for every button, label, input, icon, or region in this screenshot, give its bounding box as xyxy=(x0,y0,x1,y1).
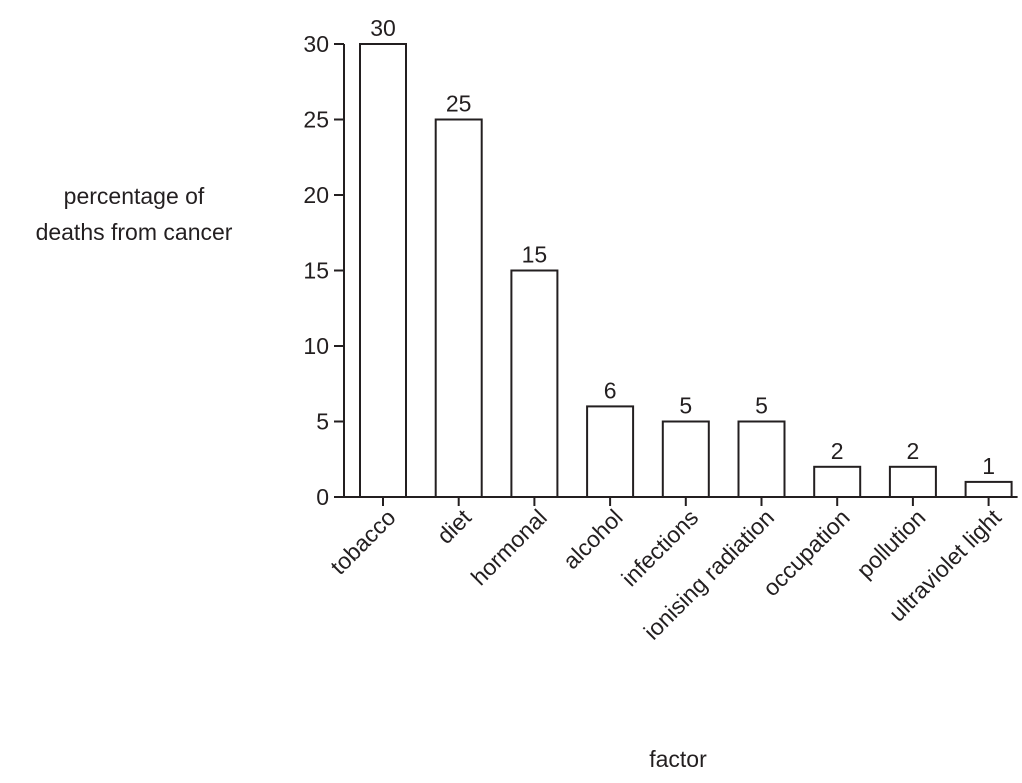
bar-ultraviolet-light xyxy=(966,482,1012,497)
y-tick-label: 20 xyxy=(303,182,329,208)
y-axis: 0 5 10 15 20 25 30 xyxy=(303,31,344,510)
bar-pollution xyxy=(890,467,936,497)
y-tick-label: 0 xyxy=(316,484,329,510)
bar-alcohol xyxy=(587,406,633,497)
bar-diet xyxy=(436,120,482,498)
bar-tobacco xyxy=(360,44,406,497)
y-tick-label: 15 xyxy=(303,258,329,284)
bar-infections xyxy=(663,422,709,498)
bar-occupation xyxy=(814,467,860,497)
y-tick-label: 25 xyxy=(303,107,329,133)
data-label: 6 xyxy=(604,377,617,403)
x-tick-label: alcohol xyxy=(558,504,628,574)
y-tick-label: 30 xyxy=(303,31,329,57)
x-tick-label: diet xyxy=(432,504,477,549)
bars-group: 30 25 15 6 5 5 2 2 1 xyxy=(360,15,1012,497)
data-label: 2 xyxy=(831,438,844,464)
x-tick-label: pollution xyxy=(851,504,930,583)
data-label: 15 xyxy=(522,242,548,268)
bar-hormonal xyxy=(511,271,557,498)
x-tick-label: tobacco xyxy=(325,504,400,579)
data-label: 2 xyxy=(907,438,920,464)
bar-ionising-radiation xyxy=(739,422,785,498)
data-label: 5 xyxy=(679,393,692,419)
data-label: 1 xyxy=(982,453,995,479)
data-label: 30 xyxy=(370,15,396,41)
data-label: 5 xyxy=(755,393,768,419)
y-tick-label: 5 xyxy=(316,409,329,435)
y-tick-label: 10 xyxy=(303,333,329,359)
x-tick-label: hormonal xyxy=(466,504,552,590)
x-tick-label: ionising radiation xyxy=(639,504,779,644)
data-label: 25 xyxy=(446,91,472,117)
x-axis-title: factor xyxy=(578,746,778,773)
